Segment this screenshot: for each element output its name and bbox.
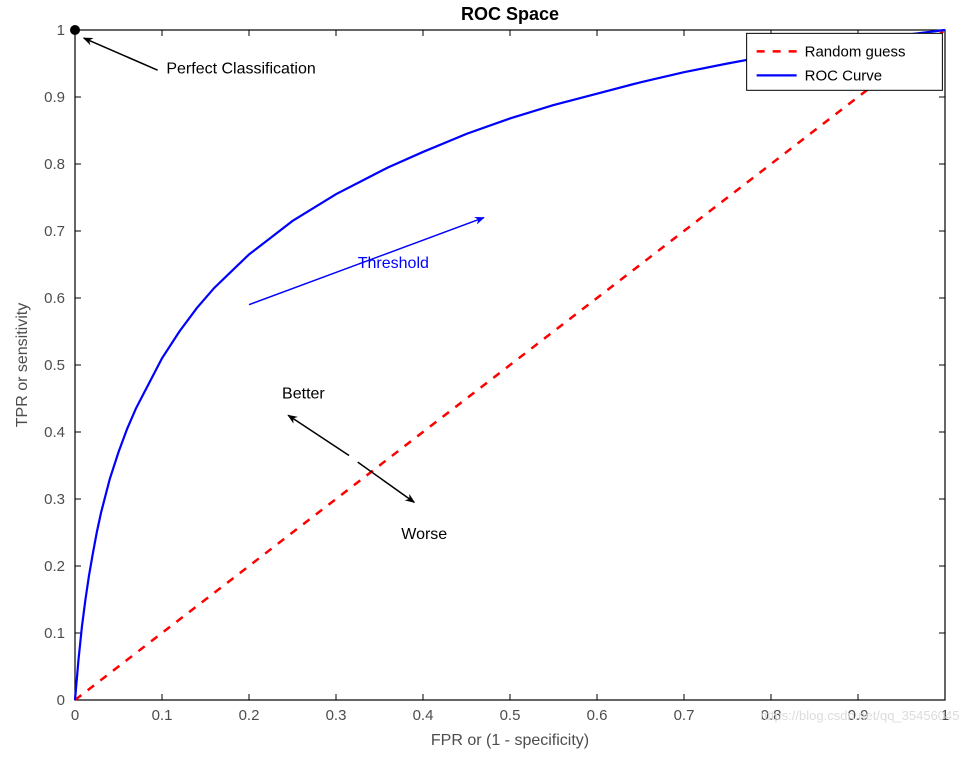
better-label: Better bbox=[282, 386, 325, 403]
x-tick-label: 0 bbox=[71, 707, 79, 724]
y-tick-label: 0.1 bbox=[44, 625, 65, 642]
y-tick-label: 0.7 bbox=[44, 223, 65, 240]
chart-title: ROC Space bbox=[461, 4, 559, 24]
legend-label-0: Random guess bbox=[805, 43, 906, 60]
y-tick-label: 0.4 bbox=[44, 424, 65, 441]
worse-label: Worse bbox=[401, 526, 447, 543]
y-axis-label: TPR or sensitivity bbox=[14, 303, 31, 427]
threshold-label: Threshold bbox=[358, 255, 429, 272]
watermark: https://blog.csdn.net/qq_35456045 bbox=[760, 708, 960, 723]
x-tick-label: 0.2 bbox=[239, 707, 260, 724]
x-tick-label: 0.3 bbox=[326, 707, 347, 724]
y-tick-label: 1 bbox=[57, 22, 65, 39]
y-tick-label: 0.2 bbox=[44, 558, 65, 575]
perfect-classification-label: Perfect Classification bbox=[166, 61, 315, 78]
y-tick-label: 0.8 bbox=[44, 156, 65, 173]
y-tick-label: 0 bbox=[57, 692, 65, 709]
x-tick-label: 0.5 bbox=[500, 707, 521, 724]
x-tick-label: 0.7 bbox=[674, 707, 695, 724]
legend-label-1: ROC Curve bbox=[805, 67, 883, 84]
y-tick-label: 0.9 bbox=[44, 89, 65, 106]
x-tick-label: 0.4 bbox=[413, 707, 434, 724]
y-tick-label: 0.5 bbox=[44, 357, 65, 374]
chart-background bbox=[0, 0, 980, 758]
x-tick-label: 0.6 bbox=[587, 707, 608, 724]
roc-chart: 0 0.1 0.2 0.3 0.4 0.5 0.6 0.7 0.8 0.9 1 0 0.1 0.2 0.3 0… bbox=[0, 0, 980, 758]
perfect-classification-marker bbox=[70, 25, 80, 35]
x-axis-label: FPR or (1 - specificity) bbox=[431, 732, 589, 749]
y-tick-label: 0.6 bbox=[44, 290, 65, 307]
y-tick-label: 0.3 bbox=[44, 491, 65, 508]
x-tick-label: 0.1 bbox=[152, 707, 173, 724]
